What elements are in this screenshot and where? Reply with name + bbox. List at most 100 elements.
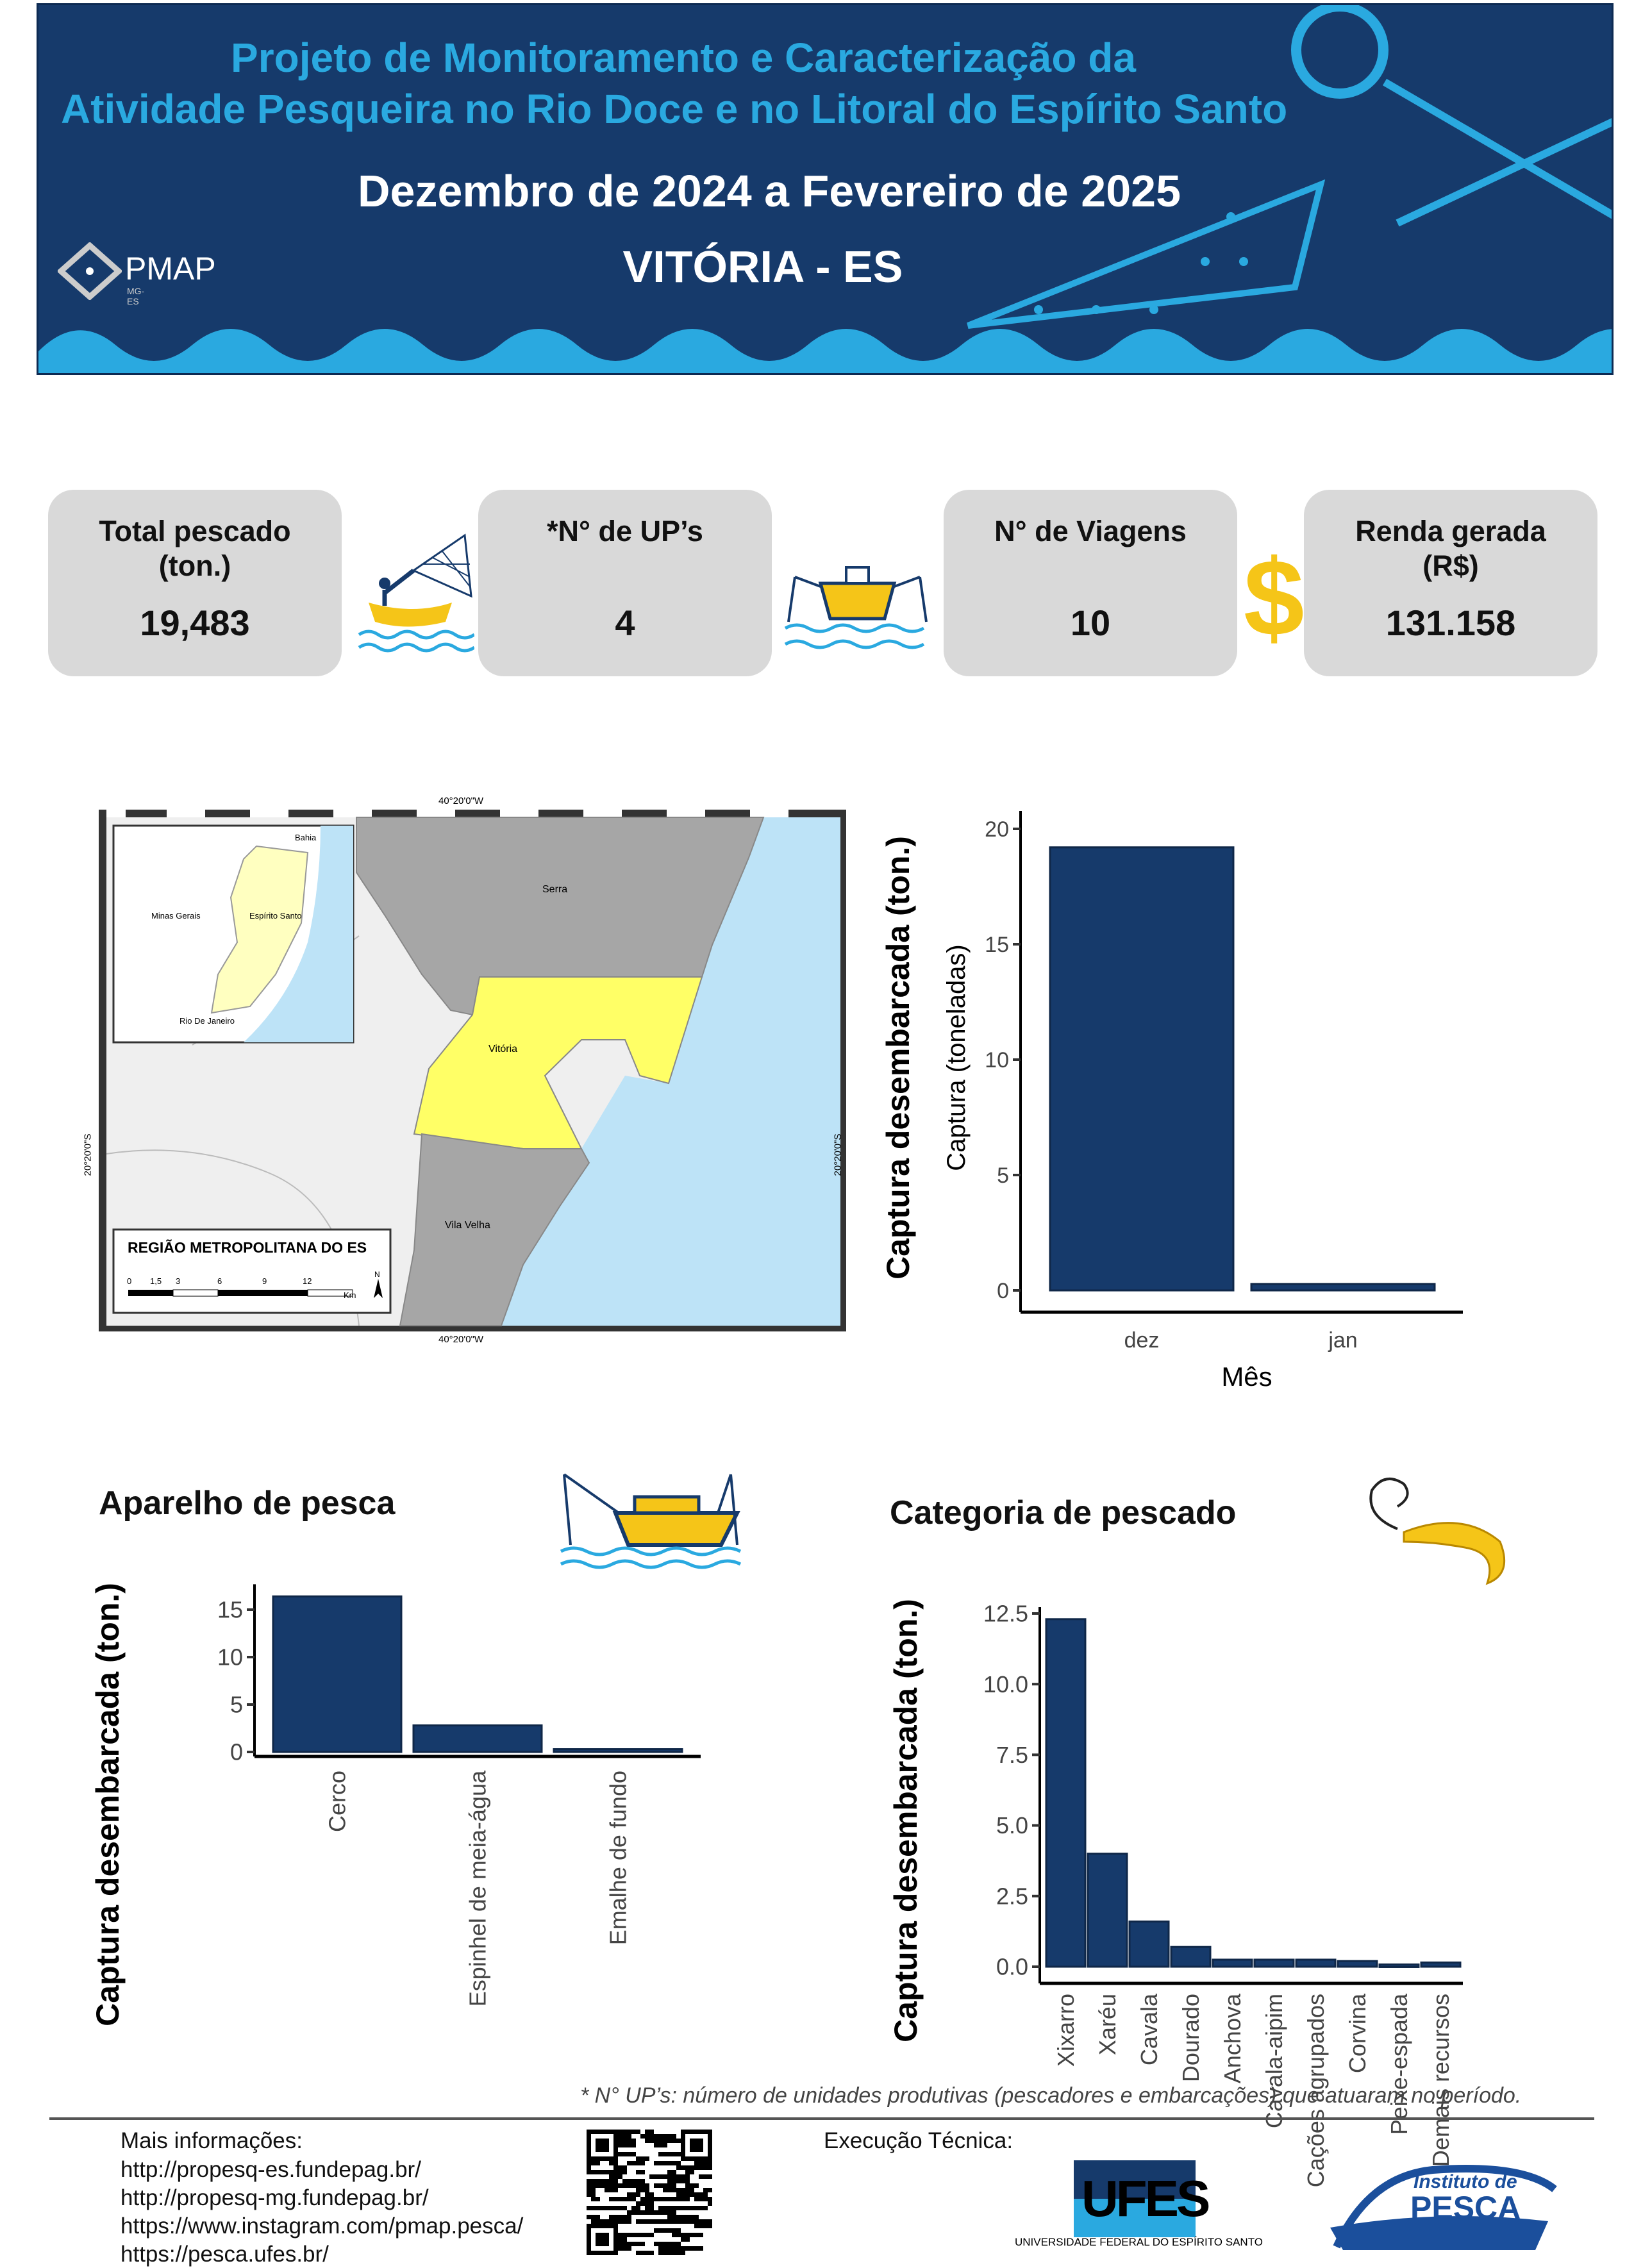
qr-module [672,2206,676,2210]
qr-module [645,2219,649,2224]
qr-module [690,2165,694,2170]
qr-module [591,2183,596,2188]
qr-module [681,2130,685,2134]
qr-module [672,2152,676,2156]
qr-module [591,2192,596,2197]
qr-module [613,2197,618,2201]
qr-module [640,2183,645,2188]
inset-bahia: Bahia [295,833,317,842]
qr-module [685,2215,690,2219]
qr-module [681,2251,685,2255]
footer-link[interactable]: http://propesq-mg.fundepag.br/ [121,2185,429,2210]
bar-espinhel-de-meia-água [412,1724,543,1753]
bar-emalhe-de-fundo [553,1748,683,1753]
qr-module [605,2188,609,2192]
header-banner: Projeto de Monitoramento e Caracterizaçã… [37,3,1614,375]
footer-link[interactable]: http://propesq-es.fundepag.br/ [121,2157,421,2182]
qr-module [591,2206,596,2210]
footer-link[interactable]: https://www.instagram.com/pmap.pesca/ [121,2214,524,2239]
qr-module [654,2134,658,2139]
qr-module [609,2197,613,2201]
qr-module [708,2219,712,2224]
qr-module [627,2192,631,2197]
qr-module [600,2251,605,2255]
qr-module [631,2242,636,2246]
qr-module [708,2201,712,2206]
qr-module [596,2206,600,2210]
qr-module [596,2215,600,2219]
qr-module [645,2130,649,2134]
qr-module [640,2201,645,2206]
qr-module [627,2179,631,2183]
inset-mg: Minas Gerais [151,911,201,921]
qr-module [609,2174,613,2179]
sea [501,817,840,1326]
qr-module [708,2130,712,2134]
boat-icon [784,566,928,649]
region-vitoria [413,976,703,1149]
qr-module [587,2134,591,2139]
qr-module [699,2224,703,2228]
qr-module [640,2134,645,2139]
place-vitoria: Vitória [488,1044,518,1055]
qr-module [649,2251,654,2255]
qr-module [587,2215,591,2219]
qr-module [605,2237,609,2242]
qr-code[interactable] [587,2130,712,2255]
qr-module [663,2246,667,2251]
qr-module [596,2237,600,2242]
dollar-icon: $ [1244,537,1305,659]
y-tick-label: 10.0 [983,1671,1028,1697]
north-arrow-icon [374,1279,383,1298]
qr-module [622,2242,627,2246]
qr-module [640,2210,645,2215]
qr-module [672,2188,676,2192]
lon-label-top: 40°20'0"W [438,796,484,806]
qr-module [703,2161,708,2165]
qr-module [694,2219,699,2224]
qr-module [622,2165,627,2170]
qr-module [694,2246,699,2251]
qr-module [613,2139,618,2143]
qr-module [690,2130,694,2134]
qr-module [613,2165,618,2170]
qr-module [627,2246,631,2251]
qr-module [667,2206,672,2210]
footer-link[interactable]: https://pesca.ufes.br/ [121,2242,329,2267]
y-tick-label: 2.5 [996,1883,1028,1909]
qr-module [587,2246,591,2251]
bar-cavala [1128,1920,1170,1968]
qr-module [672,2161,676,2165]
bar-jan [1250,1283,1436,1292]
qr-module [699,2197,703,2201]
qr-module [694,2224,699,2228]
qr-module [690,2147,694,2152]
bar-cações-agrupados [1295,1958,1337,1968]
qr-module [627,2233,631,2237]
qr-module [694,2143,699,2147]
qr-module [663,2152,667,2156]
qr-module [627,2134,631,2139]
inset-es-label: Espírito Santo [249,911,302,921]
wave-decoration [38,329,1612,373]
qr-module [663,2210,667,2215]
qr-module [605,2156,609,2161]
qr-module [694,2206,699,2210]
y-axis-title: Captura desembarcada (ton.) [880,836,916,1280]
qr-module [605,2251,609,2255]
qr-module [627,2130,631,2134]
qr-module [587,2228,591,2233]
scale-tick: 9 [262,1276,267,1286]
qr-module [676,2179,681,2183]
qr-module [658,2161,663,2165]
qr-module [613,2246,618,2251]
qr-module [631,2210,636,2215]
qr-module [596,2161,600,2165]
qr-module [622,2183,627,2188]
qr-module [658,2152,663,2156]
qr-module [649,2233,654,2237]
qr-module [649,2139,654,2143]
qr-module [676,2165,681,2170]
title-line-2: Atividade Pesqueira no Rio Doce e no Lit… [61,86,1288,132]
qr-module [694,2147,699,2152]
